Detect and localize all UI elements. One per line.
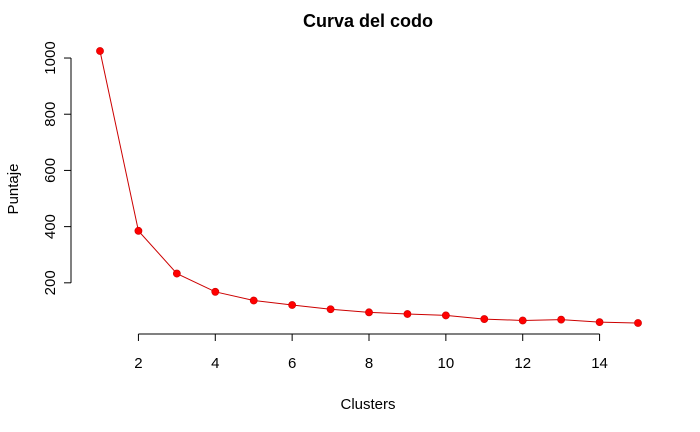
- y-tick-label: 200: [42, 270, 59, 295]
- x-tick-label: 6: [288, 355, 296, 372]
- y-tick-label: 1000: [42, 41, 59, 74]
- data-point: [518, 316, 527, 325]
- data-point: [557, 315, 566, 324]
- x-axis-label: Clusters: [340, 396, 395, 413]
- data-point: [634, 319, 642, 327]
- plot-area: [96, 47, 642, 327]
- chart-title: Curva del codo: [303, 11, 433, 31]
- x-axis: 2 4 6 8 10 12 14: [134, 333, 608, 372]
- x-tick-label: 4: [211, 355, 219, 372]
- data-point: [211, 287, 220, 296]
- data-point: [403, 310, 412, 318]
- y-axis-label: Puntaje: [5, 164, 22, 215]
- x-tick-label: 8: [365, 355, 373, 372]
- y-tick-label: 600: [42, 158, 59, 183]
- x-tick-label: 2: [134, 355, 142, 372]
- data-point: [365, 308, 373, 317]
- series-line: [99, 50, 639, 324]
- data-point: [249, 296, 258, 305]
- y-tick-label: 400: [42, 214, 59, 239]
- x-tick-label: 12: [514, 355, 531, 372]
- data-point: [441, 311, 450, 320]
- data-point: [134, 226, 143, 235]
- y-tick-label: 800: [42, 102, 59, 127]
- data-point: [172, 269, 181, 278]
- data-point: [480, 315, 489, 323]
- data-point: [288, 301, 297, 309]
- data-point: [96, 47, 104, 55]
- x-tick-label: 14: [591, 355, 608, 372]
- data-point: [595, 318, 604, 327]
- x-tick-label: 10: [438, 355, 455, 372]
- y-axis: 200 400 600 800 1000: [42, 41, 72, 295]
- data-point: [326, 305, 335, 314]
